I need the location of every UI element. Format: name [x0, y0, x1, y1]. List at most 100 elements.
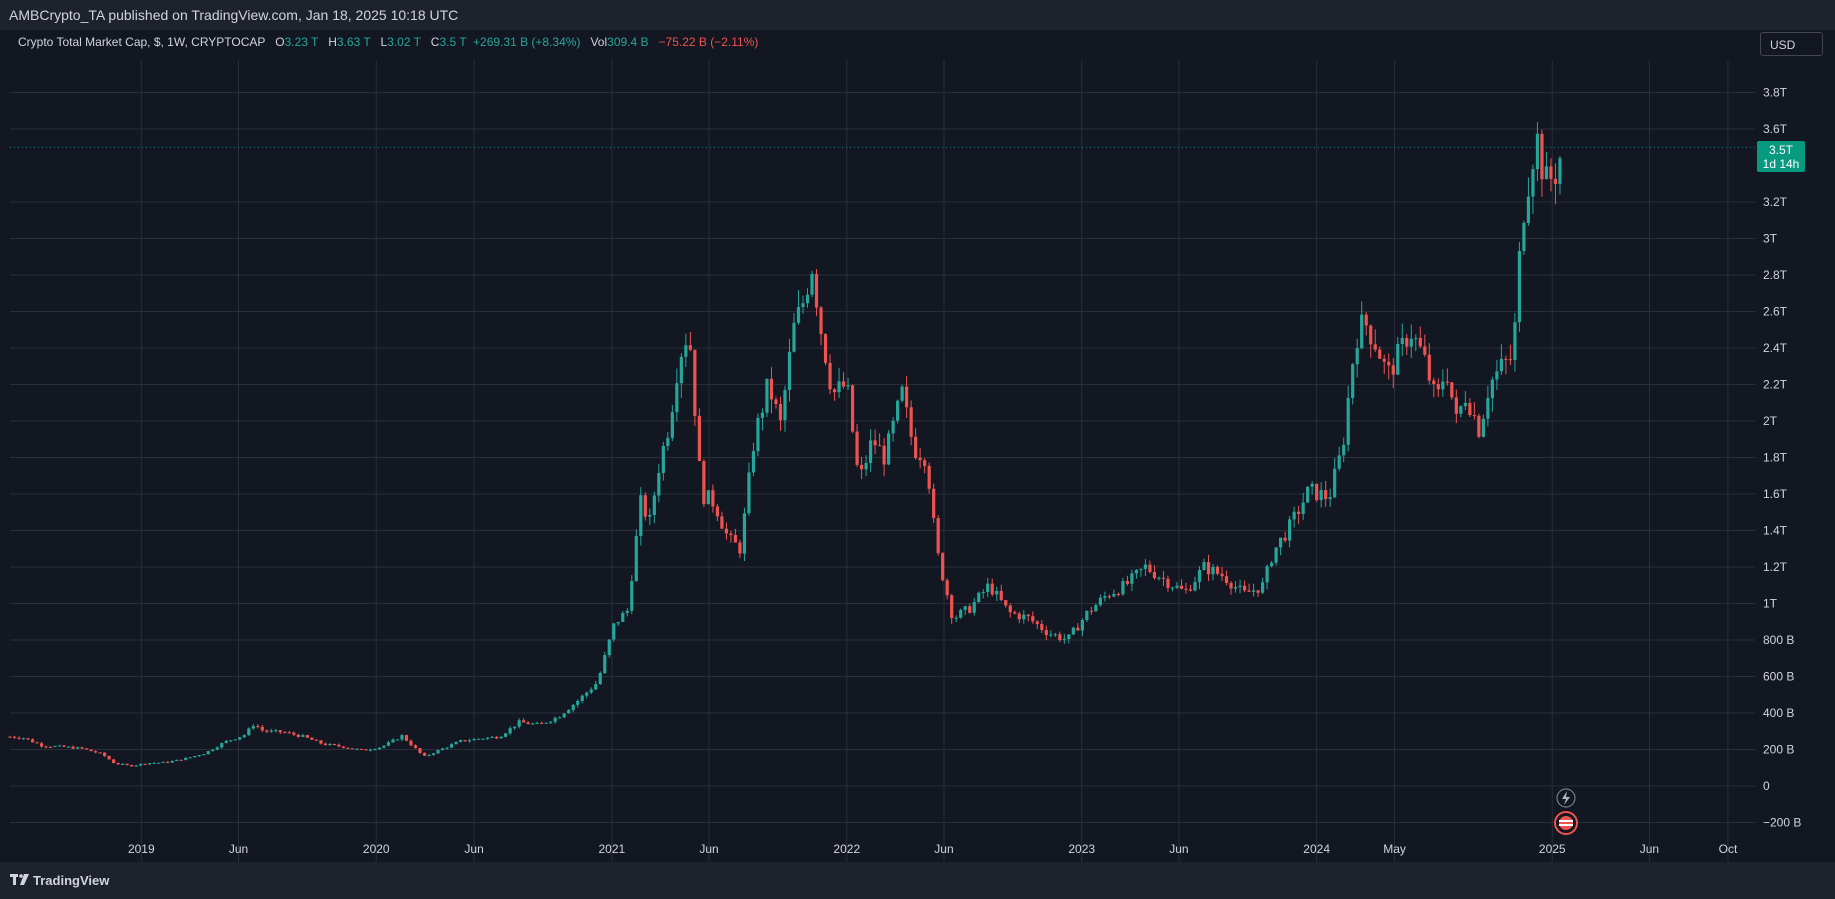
- candle-body: [648, 514, 652, 517]
- candle-body: [1544, 166, 1549, 180]
- candle-body: [778, 403, 783, 421]
- y-tick-label: 3.8T: [1763, 86, 1788, 100]
- candle-body: [418, 748, 422, 753]
- x-tick-label: Jun: [934, 842, 953, 856]
- candle-body: [301, 735, 305, 737]
- candle-body: [1513, 322, 1517, 361]
- candle-body: [1229, 582, 1233, 589]
- candle-body: [346, 747, 350, 749]
- candle-body: [1062, 639, 1066, 641]
- candle-body: [1328, 497, 1332, 500]
- candle-body: [1098, 597, 1102, 606]
- candle-body: [436, 750, 440, 754]
- candle-body: [103, 752, 107, 756]
- candle-body: [206, 751, 210, 755]
- x-tick-label: Jun: [699, 842, 718, 856]
- candle-body: [598, 673, 602, 685]
- candle-body: [864, 462, 868, 470]
- candle-body: [175, 759, 179, 761]
- candle-body: [350, 748, 355, 750]
- candle-body: [364, 749, 368, 751]
- candle-body: [1044, 629, 1048, 636]
- candle-body: [846, 385, 850, 387]
- candle-body: [639, 495, 643, 537]
- candle-body: [1549, 166, 1553, 179]
- candle-body: [377, 747, 382, 750]
- y-tick-label: 0: [1763, 779, 1770, 793]
- candle-body: [1166, 578, 1170, 588]
- candle-body: [805, 294, 810, 304]
- candle-body: [413, 745, 418, 749]
- candle-body: [585, 692, 589, 696]
- candle-body: [720, 516, 724, 529]
- x-tick-label: 2023: [1068, 842, 1095, 856]
- candle-body: [1161, 577, 1166, 579]
- candle-body: [1193, 581, 1197, 591]
- candle-body: [341, 746, 346, 748]
- close-value: 3.5 T: [439, 35, 467, 49]
- candle-body: [1008, 605, 1012, 613]
- x-tick-label: 2024: [1303, 842, 1330, 856]
- symbol-name[interactable]: Crypto Total Market Cap, $, 1W, CRYPTOCA…: [18, 35, 266, 49]
- x-tick-label: Jun: [464, 842, 483, 856]
- candle-body: [1089, 610, 1093, 612]
- candle-body: [458, 740, 463, 742]
- footer-brand[interactable]: TradingView: [33, 873, 110, 888]
- candle-body: [630, 581, 634, 611]
- y-tick-label: 800 B: [1763, 633, 1794, 647]
- candle-body: [1049, 634, 1053, 636]
- candle-body: [927, 465, 931, 489]
- candle-body: [30, 739, 35, 743]
- candle-body: [17, 737, 21, 739]
- candle-body: [1206, 562, 1211, 575]
- candle-body: [94, 751, 98, 753]
- candle-body: [1188, 589, 1193, 591]
- candle-body: [310, 737, 314, 740]
- candle-body: [143, 763, 147, 765]
- close-label: C: [430, 35, 440, 49]
- candle-body: [368, 749, 373, 751]
- candle-body: [999, 590, 1003, 601]
- price-axis[interactable]: 3.8T 3.6T 3.2T 3T 2.8T 2.6T 2.4T 2.2T 2T 1.8T 1.6T…: [1763, 86, 1801, 830]
- time-axis[interactable]: 2019 Jun 2020 Jun 2021 Jun 2022 Jun 2023 Jun 2024 M…: [128, 842, 1738, 856]
- candle-body: [878, 445, 882, 447]
- candle-body: [1454, 397, 1458, 414]
- candle-body: [706, 490, 710, 505]
- candle-body: [1409, 338, 1413, 347]
- candle-body: [823, 334, 828, 363]
- y-tick-label: 2.6T: [1763, 305, 1788, 319]
- candle-body: [873, 440, 877, 446]
- candle-body: [134, 765, 138, 767]
- candle-body: [1053, 634, 1057, 636]
- candle-body: [733, 534, 738, 543]
- x-tick-label: 2020: [363, 842, 390, 856]
- candle-body: [1157, 577, 1161, 579]
- high-label: H: [328, 35, 337, 49]
- x-tick-label: 2022: [833, 842, 860, 856]
- candle-body: [855, 431, 859, 465]
- events-icons[interactable]: [1554, 788, 1578, 835]
- candle-body: [1107, 596, 1111, 598]
- candle-body: [787, 351, 792, 390]
- candle-body: [1490, 379, 1494, 399]
- candle-body: [900, 386, 904, 401]
- candles: [8, 122, 1755, 768]
- candle-body: [197, 755, 201, 757]
- candle-body: [1351, 364, 1355, 398]
- candle-body: [12, 736, 17, 738]
- candle-body: [1445, 381, 1449, 383]
- currency-button[interactable]: USD: [1760, 32, 1823, 56]
- candle-body: [612, 623, 616, 640]
- candle-body: [238, 737, 242, 740]
- candle-body: [1004, 600, 1008, 606]
- y-tick-label: 1.6T: [1763, 487, 1788, 501]
- candle-body: [1441, 381, 1445, 390]
- candle-body: [522, 720, 526, 723]
- candle-body: [1125, 581, 1130, 584]
- tradingview-logo-icon: [10, 874, 29, 885]
- candle-body: [981, 592, 985, 594]
- candle-body: [26, 738, 30, 740]
- candle-body: [1211, 566, 1215, 575]
- candle-body: [152, 762, 156, 764]
